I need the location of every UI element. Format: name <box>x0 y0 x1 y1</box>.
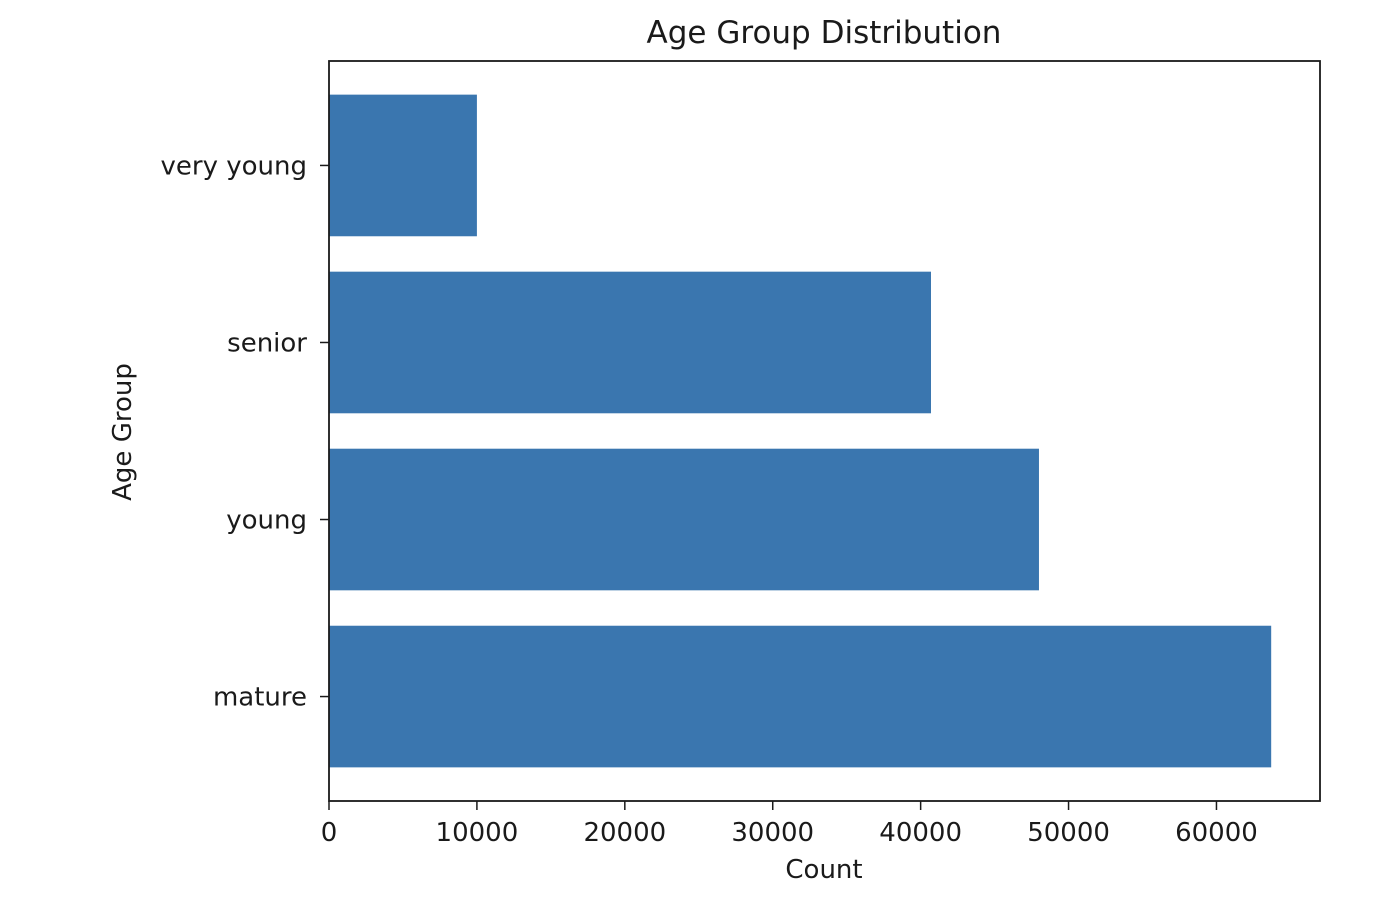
plot-area-frame <box>328 60 1321 802</box>
bar-young <box>329 448 1039 591</box>
y-tick-label-young: young <box>226 506 307 536</box>
x-tick-label-20000: 20000 <box>583 818 666 848</box>
bars-group <box>329 94 1272 768</box>
y-tick-label-mature: mature <box>213 683 307 713</box>
x-tick-label-50000: 50000 <box>1027 818 1110 848</box>
y-axis-ticks: mature young senior very young <box>161 151 329 713</box>
chart-title: Age Group Distribution <box>647 15 1002 51</box>
x-tick-label-0: 0 <box>321 818 338 848</box>
y-tick-label-very-young: very young <box>161 151 307 181</box>
x-axis-ticks: 0 10000 20000 30000 40000 50000 60000 <box>321 801 1258 848</box>
x-tick-label-40000: 40000 <box>879 818 962 848</box>
bar-very-young <box>329 94 477 237</box>
x-axis-label: Count <box>785 855 862 885</box>
bar-senior <box>329 271 931 414</box>
y-tick-label-senior: senior <box>227 328 307 358</box>
x-tick-label-60000: 60000 <box>1175 818 1258 848</box>
x-tick-label-10000: 10000 <box>436 818 519 848</box>
bar-mature <box>329 625 1272 768</box>
y-axis-label: Age Group <box>108 363 138 501</box>
x-tick-label-30000: 30000 <box>731 818 814 848</box>
